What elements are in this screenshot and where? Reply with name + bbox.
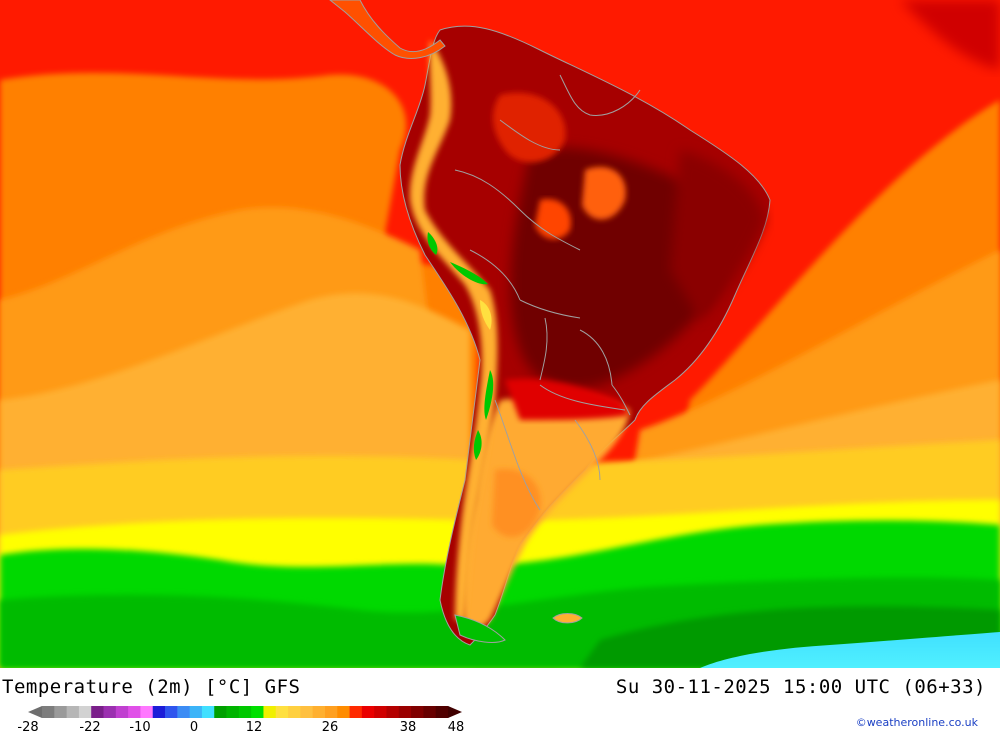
argentina-orange (492, 469, 541, 537)
amazon-cool-patch (493, 92, 566, 163)
color-legend: -28 -22 -10 0 12 26 38 48 (17, 706, 464, 733)
amazon-cool-patch-2 (582, 166, 626, 220)
legend-swatch (275, 706, 289, 718)
legend-swatch (251, 706, 264, 718)
andes-green-1 (427, 232, 438, 255)
amazon-cool-patch-3 (535, 199, 571, 240)
country-borders (454, 74, 641, 511)
legend-swatch (54, 706, 67, 718)
andes-green-2 (450, 262, 488, 285)
caribbean-hot (900, 0, 1000, 70)
legend-swatch (177, 706, 191, 718)
legend-swatch (361, 706, 375, 718)
legend-tick-label: 12 (246, 720, 263, 733)
legend-labels: -28 -22 -10 0 12 26 38 48 (17, 720, 464, 733)
legend-swatch (128, 706, 141, 718)
legend-swatch (189, 706, 203, 718)
legend-swatch (324, 706, 338, 718)
legend-swatch (238, 706, 252, 718)
legend-swatch (263, 706, 277, 718)
andes-green-4 (473, 430, 482, 460)
legend-swatch (91, 706, 104, 718)
central-america (329, 0, 446, 59)
legend-arrow-left (28, 706, 42, 718)
andes-yellow (480, 300, 492, 330)
legend-swatch (214, 706, 227, 718)
map-title: Temperature (2m) [°C] GFS (2, 676, 301, 698)
legend-swatch (152, 706, 166, 718)
legend-tick-label: -10 (129, 720, 150, 733)
legend-swatch (337, 706, 350, 718)
legend-arrow-right (448, 706, 462, 718)
temperature-map (0, 0, 1000, 668)
legend-swatches (28, 706, 462, 718)
legend-swatch (386, 706, 400, 718)
legend-swatch (300, 706, 314, 718)
legend-swatch (103, 706, 117, 718)
legend-swatch (374, 706, 387, 718)
gran-chaco-red (505, 378, 630, 420)
andes-green-3 (484, 370, 494, 420)
legend-swatch (140, 706, 154, 718)
legend-swatch (42, 706, 55, 718)
legend-tick-label: 0 (190, 720, 198, 733)
legend-swatch (66, 706, 80, 718)
valid-datetime: Su 30-11-2025 15:00 UTC (06+33) (615, 676, 986, 698)
legend-swatch (226, 706, 240, 718)
legend-swatch (423, 706, 437, 718)
credit-link[interactable]: ©weatheronline.co.uk (855, 716, 978, 729)
legend-swatch (201, 706, 215, 718)
legend-tick-label: 38 (400, 720, 417, 733)
band-cold (700, 632, 1000, 668)
legend-tick-label: 26 (322, 720, 339, 733)
falkland-islands (552, 613, 583, 624)
legend-swatch (115, 706, 129, 718)
legend-tick-label: -22 (79, 720, 100, 733)
brazil-east-hot (670, 150, 765, 320)
legend-swatch (411, 706, 424, 718)
legend-tick-label: 48 (448, 720, 465, 733)
tierra-del-fuego (454, 614, 506, 643)
legend-swatch (398, 706, 412, 718)
legend-swatch (349, 706, 363, 718)
legend-swatch (78, 706, 92, 718)
andes-ridge (409, 40, 498, 620)
argentina-warm (463, 395, 630, 632)
legend-swatch (312, 706, 326, 718)
legend-tick-label: -28 (17, 720, 38, 733)
legend-swatch (288, 706, 301, 718)
legend-swatch (165, 706, 178, 718)
legend-swatch (435, 706, 449, 718)
